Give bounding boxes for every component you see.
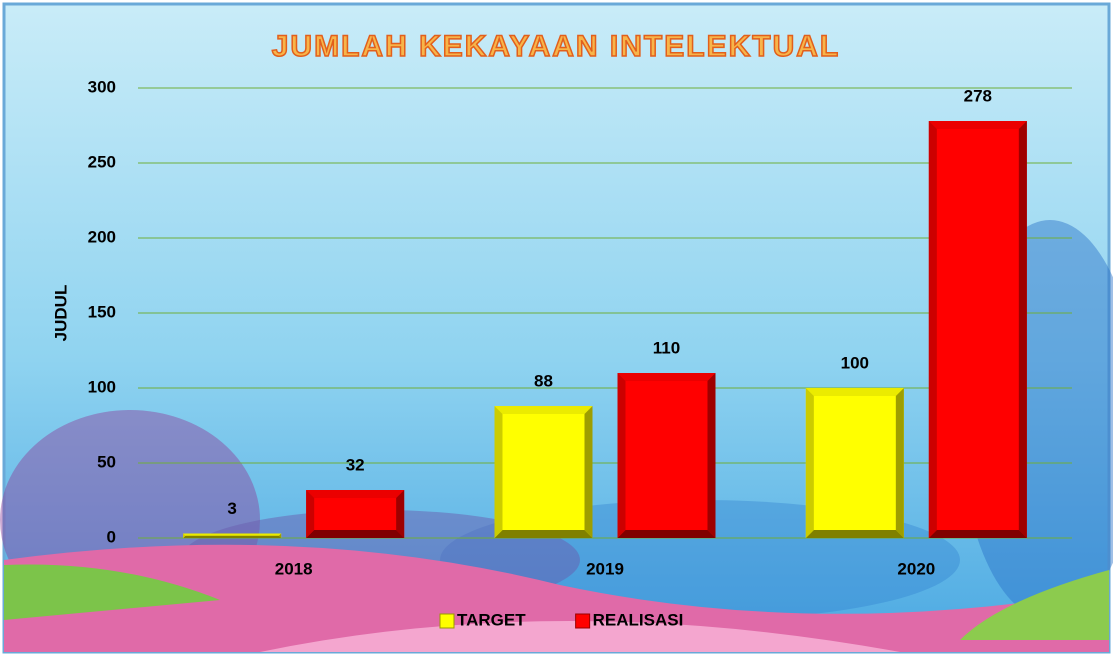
bar [494, 406, 593, 538]
bar-bevel [183, 535, 282, 538]
bar-bevel [183, 533, 282, 536]
bar-bevel [805, 388, 814, 538]
bar-bevel [928, 121, 937, 538]
wave [960, 570, 1109, 640]
y-tick-label: 250 [88, 152, 116, 171]
bar-bevel [396, 490, 405, 538]
data-label: 110 [653, 338, 680, 357]
bar-bevel [278, 533, 282, 538]
bar-bevel [805, 388, 904, 396]
bar-bevel [617, 373, 626, 538]
y-tick-label: 200 [88, 227, 116, 246]
wave [260, 621, 900, 652]
legend-label: TARGET [457, 610, 526, 629]
bar-bevel [183, 533, 186, 538]
wave [4, 564, 220, 620]
bar-bevel [494, 406, 503, 538]
bar-bevel [494, 530, 593, 538]
bar-bevel [895, 388, 904, 538]
legend-swatch [439, 613, 455, 629]
y-tick-label: 150 [88, 302, 116, 321]
x-tick-label: 2018 [275, 559, 313, 578]
bar-bevel [1018, 121, 1027, 538]
bar-bevel [494, 406, 593, 414]
bar-bevel [306, 490, 405, 498]
y-tick-label: 0 [107, 527, 116, 546]
data-label: 88 [534, 371, 553, 390]
bar-bevel [306, 490, 315, 538]
y-tick-label: 300 [88, 77, 116, 96]
data-label: 278 [964, 86, 992, 105]
bar-bevel [805, 530, 904, 538]
bar [617, 373, 716, 538]
bar-bevel [306, 530, 405, 538]
data-label: 3 [227, 499, 236, 518]
data-label: 100 [841, 353, 869, 372]
y-tick-label: 50 [97, 452, 116, 471]
bar-bevel [707, 373, 716, 538]
bar-bevel [617, 530, 716, 538]
legend-swatch [575, 613, 591, 629]
y-tick-label: 100 [88, 377, 116, 396]
bar-bevel [928, 530, 1027, 538]
x-tick-label: 2020 [897, 559, 935, 578]
bar-bevel [928, 121, 1027, 129]
bar-bevel [584, 406, 593, 538]
chart-title: JUMLAH KEKAYAAN INTELEKTUAL [272, 30, 840, 63]
x-tick-label: 2019 [586, 559, 624, 578]
legend-label: REALISASI [593, 610, 684, 629]
bar-bevel [617, 373, 716, 381]
y-axis-label: JUDUL [51, 285, 70, 342]
wave [4, 544, 1109, 652]
bar [928, 121, 1027, 538]
bar [805, 388, 904, 538]
data-label: 32 [346, 455, 365, 474]
